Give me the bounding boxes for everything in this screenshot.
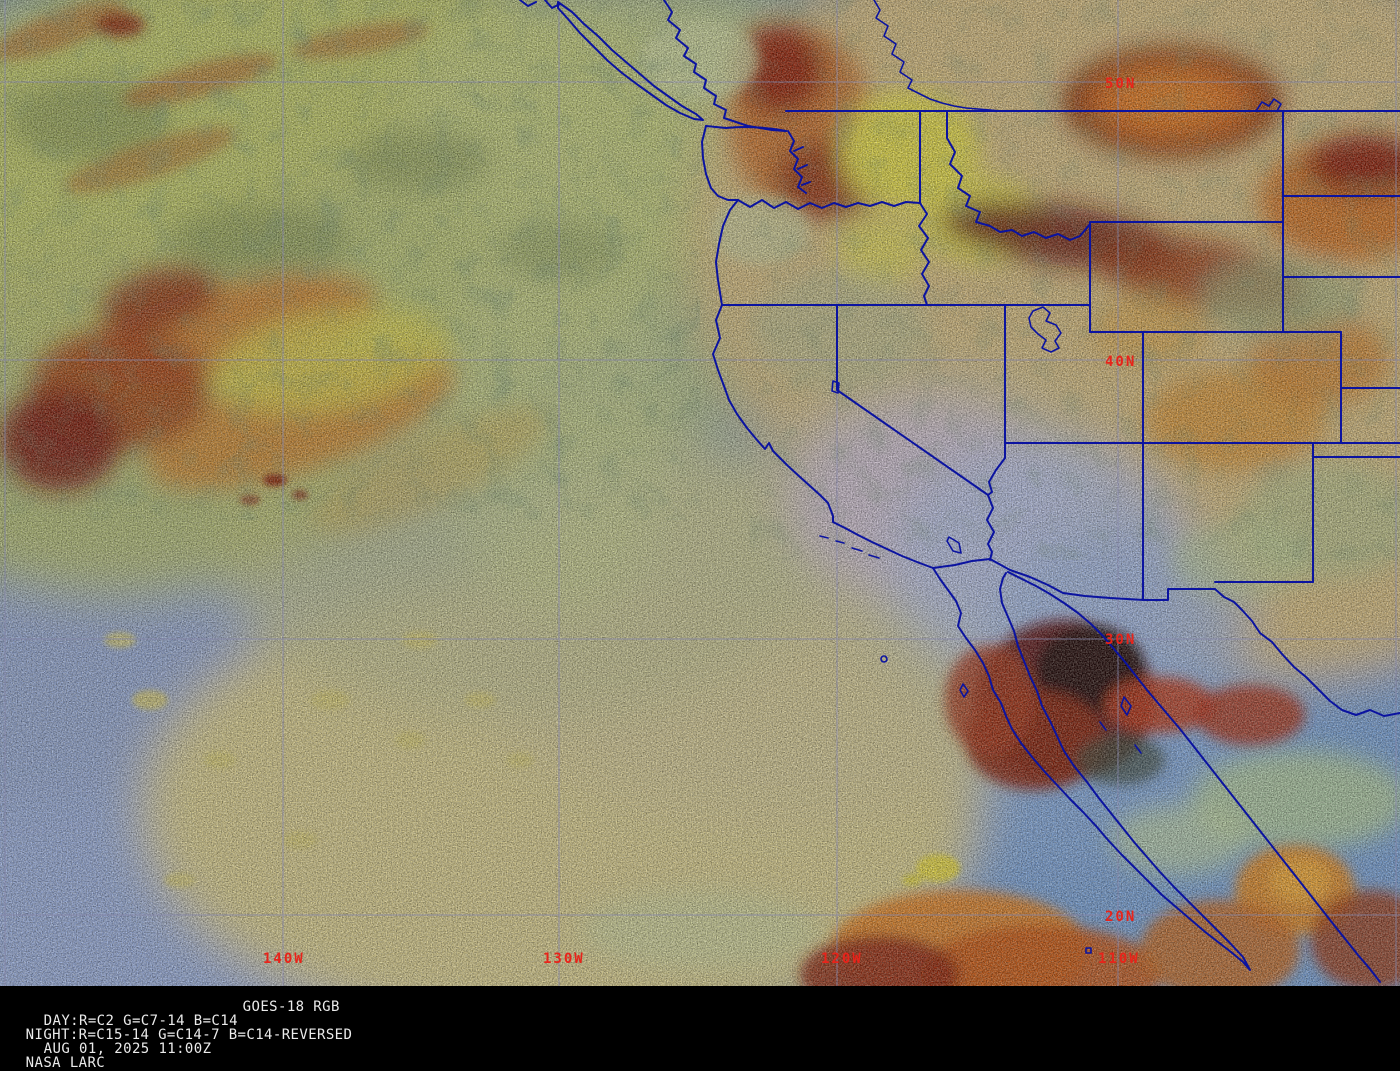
day-recipe-label: DAY:R=C2 G=C7-14 B=C14 bbox=[43, 1013, 238, 1029]
border-lake bbox=[1255, 98, 1282, 112]
lon-label-120w: 120W bbox=[821, 951, 863, 967]
colorado-river-border bbox=[986, 457, 1006, 561]
small-island-marker bbox=[1085, 947, 1092, 954]
lon-label-110w: 110W bbox=[1098, 951, 1140, 967]
rio-grande-border bbox=[1214, 588, 1400, 717]
timestamp-label: AUG 01, 2025 11:00Z bbox=[43, 1041, 212, 1057]
pacific-coast bbox=[701, 125, 934, 569]
bc-mainland-coast bbox=[663, 0, 787, 132]
lon-label-140w: 140W bbox=[263, 951, 305, 967]
gulf-islands bbox=[1099, 696, 1142, 754]
coastlines bbox=[519, 0, 1381, 983]
grid-labels: 50N 40N 30N 20N 140W 130W 120W 110W bbox=[263, 76, 1140, 967]
lat-label-50n: 50N bbox=[1105, 76, 1136, 92]
ca-nv-border bbox=[836, 304, 989, 496]
lakes-and-rivers bbox=[819, 0, 1282, 954]
baja-peninsula-coast bbox=[932, 567, 1251, 971]
lat-label-40n: 40N bbox=[1105, 354, 1136, 370]
satellite-map: 50N 40N 30N 20N 140W 130W 120W 110W bbox=[0, 0, 1400, 986]
great-salt-lake bbox=[1028, 306, 1062, 353]
lake-tahoe bbox=[831, 380, 840, 394]
id-mt-border bbox=[946, 110, 1091, 241]
guadalupe-island bbox=[880, 655, 888, 663]
us-mexico-border bbox=[932, 558, 1216, 601]
status-bar: GOES-18 RGB DAY:R=C2 G=C7-14 B=C14 NIGHT… bbox=[0, 986, 1400, 1070]
sonora-coast bbox=[1007, 571, 1381, 983]
columbia-river-border bbox=[737, 199, 921, 210]
cedros-island bbox=[959, 683, 969, 698]
salton-sea bbox=[946, 536, 962, 554]
gridlines bbox=[0, 0, 1400, 986]
night-recipe-label: NIGHT:R=C15-14 G=C14-7 B=C14-REVERSED bbox=[25, 1027, 353, 1043]
lat-label-30n: 30N bbox=[1105, 632, 1136, 648]
channel-islands bbox=[819, 535, 880, 559]
puget-sound bbox=[787, 130, 811, 194]
bc-islands bbox=[519, 0, 561, 9]
state-borders bbox=[721, 110, 1400, 717]
vancouver-island-coast bbox=[557, 1, 704, 121]
product-label: GOES-18 RGB bbox=[242, 999, 340, 1015]
or-id-snake-border bbox=[918, 202, 930, 306]
noise-texture-light bbox=[0, 0, 1400, 986]
lon-label-130w: 130W bbox=[543, 951, 585, 967]
olympic-peninsula-coast bbox=[705, 125, 787, 132]
bc-river bbox=[873, 0, 1001, 112]
lat-label-20n: 20N bbox=[1105, 909, 1136, 925]
credit-label: NASA LARC bbox=[25, 1055, 106, 1071]
